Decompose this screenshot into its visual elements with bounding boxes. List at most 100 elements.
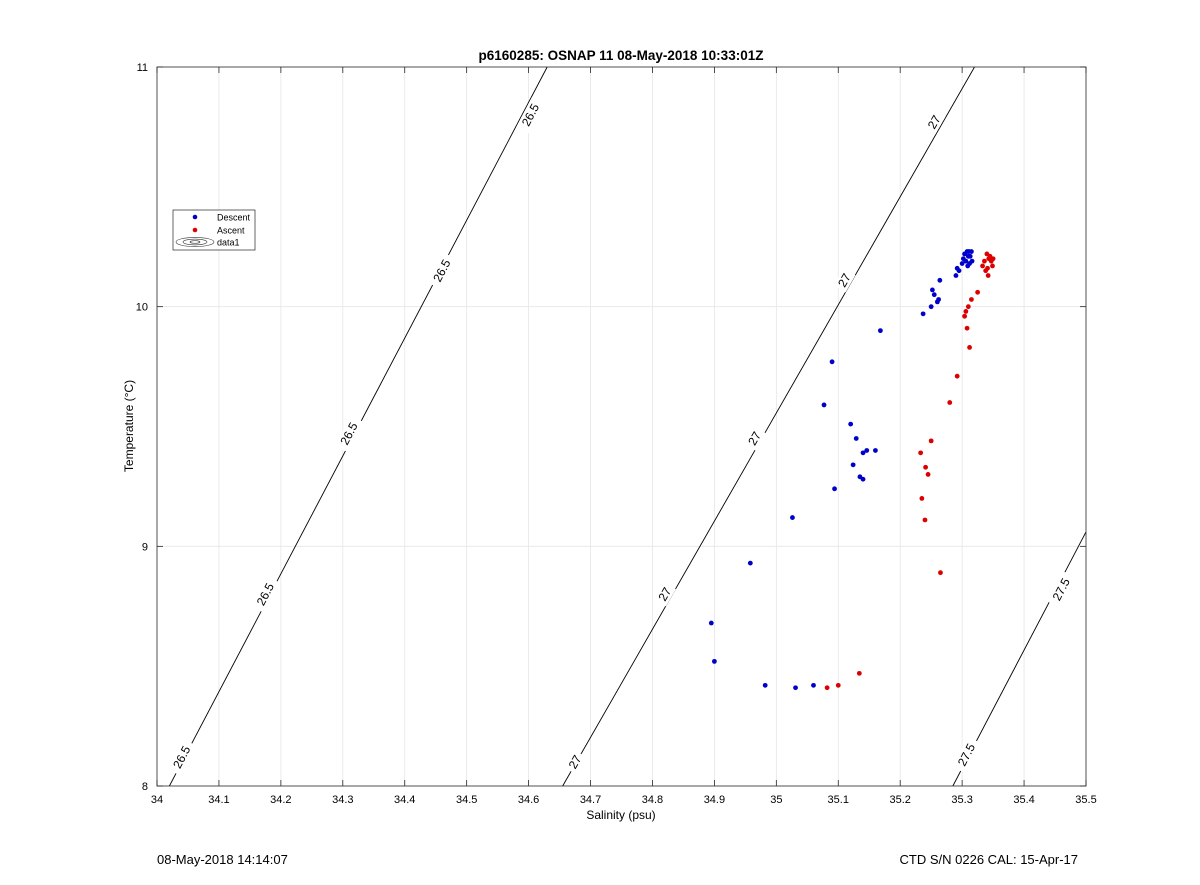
y-axis-label: Temperature (°C) [122,380,136,472]
contour-label-bg [516,96,545,134]
data-point [962,313,968,319]
data-point [918,450,924,456]
data-point [953,273,959,278]
data-point [938,570,943,576]
data-point [982,258,987,264]
x-tick-label: 34.4 [394,794,415,806]
data-point [922,517,928,523]
data-point [848,421,854,427]
contour-label: 27 [653,582,676,607]
chart-title: p6160285: OSNAP 11 08-May-2018 10:33:01Z [479,48,764,63]
x-tick-label: 34.7 [580,794,601,806]
x-tick-label: 34.1 [208,794,229,806]
data-point [790,515,795,520]
data-point [967,253,973,259]
data-point [975,289,981,295]
y-tick-label: 11 [137,62,148,74]
y-tick-label: 10 [136,302,148,314]
x-tick-label: 35.3 [951,794,972,806]
data-point [925,472,931,477]
x-tick-label: 35.4 [1013,794,1034,806]
legend-label-descent: Descent [217,213,251,223]
series-descent [708,249,975,691]
contour-label: 27 [564,749,587,775]
data-point [963,258,969,264]
legend-marker-descent [192,214,198,220]
data-point [956,268,962,274]
contour-label-text: 27 [566,752,585,771]
data-point [850,462,856,468]
x-axis: 34 34.1 34.2 34.3 34.4 34.5 34.6 34.7 34.8 34.9 35… [151,67,1097,806]
x-tick-label: 35 [770,794,782,806]
contour-label-text: 27 [925,113,944,132]
grid [157,67,1086,786]
data-point [877,328,883,334]
data-point [990,256,996,262]
x-tick-label: 34.6 [518,794,539,806]
data-point [811,682,816,688]
y-axis: 8 9 10 11 [136,62,1086,793]
data-point [793,685,798,691]
footer-calibration: CTD S/N 0226 CAL: 15-Apr-17 [899,852,1078,867]
contour-label-bg [564,749,587,775]
plot-area [157,67,1086,786]
data-point [985,265,990,271]
data-point [980,263,985,269]
contour-label-bg [427,252,456,290]
x-tick-label: 34.9 [704,794,725,806]
plot-frame [156,66,1087,787]
data-point [920,311,926,317]
contour-label-bg [923,109,946,135]
data-point [931,292,937,298]
data-point [853,436,859,441]
data-point [873,448,878,453]
data-point [824,685,830,691]
data-point [967,345,972,350]
x-tick-label: 34 [151,794,163,806]
data-point [964,325,970,331]
contour-line [562,66,975,787]
data-point [928,438,934,444]
contour-label-bg [743,426,766,451]
data-point [930,287,935,293]
data-points [708,249,996,691]
legend-marker-contour [175,237,215,247]
data-point [990,263,995,269]
data-point [959,261,965,266]
data-point [969,258,975,264]
y-tick-label: 9 [142,541,148,553]
x-tick-label: 35.2 [889,794,910,806]
contour-label-bg [833,268,856,293]
data-point [821,402,827,408]
legend-marker-ascent [192,227,198,233]
contour-label-bg [334,415,364,452]
x-axis-label: Salinity (psu) [586,808,655,822]
data-point [712,658,717,664]
data-point [923,464,928,470]
legend-label-ascent: Ascent [217,226,245,236]
data-point [969,249,974,254]
data-point [954,373,960,379]
data-point [747,560,753,566]
data-point [928,304,934,310]
data-point [985,273,991,278]
legend: Descent Ascent data1 [172,209,256,251]
contour-label-bg [1047,571,1076,608]
contour-label-bg [952,736,981,774]
data-point [762,682,768,688]
contour-label-bg [251,575,280,613]
data-point [963,309,969,314]
contour-label-bg [653,582,676,607]
contour-label: 27 [923,109,946,135]
contour-label: 27 [743,426,766,451]
x-tick-label: 34.3 [332,794,353,806]
series-ascent [824,251,996,691]
contour-label-text: 27 [745,429,764,448]
data-point [708,620,714,626]
data-point [919,496,925,501]
data-point [937,277,943,283]
legend-label-data1: data1 [217,238,240,248]
x-tick-label: 34.8 [642,794,663,806]
